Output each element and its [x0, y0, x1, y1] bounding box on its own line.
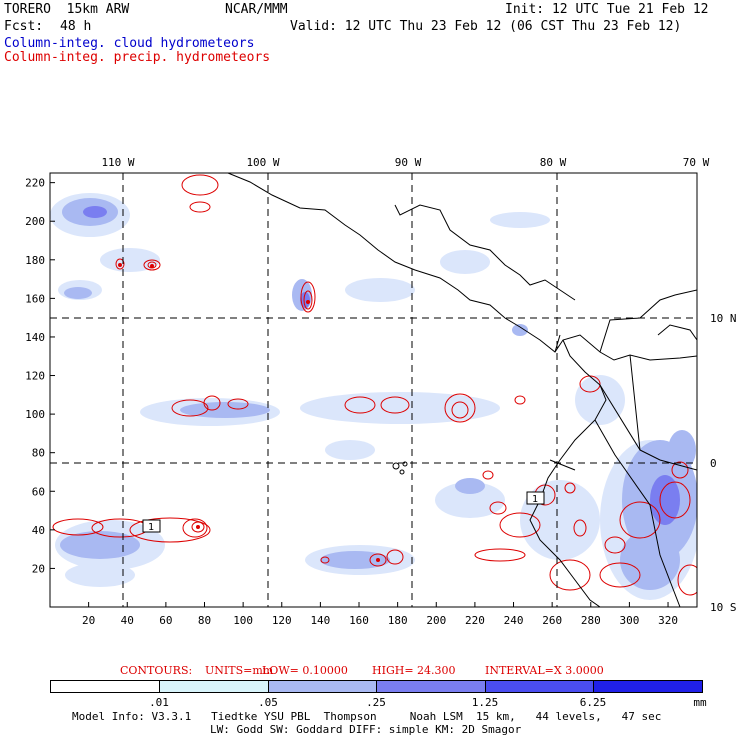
- colorbar-segment-2: [268, 680, 377, 693]
- x-tick-label: 320: [658, 614, 678, 627]
- contour-interval: INTERVAL=X 3.0000: [485, 664, 604, 677]
- y-tick-label: 40: [32, 524, 45, 537]
- precip-contours: [52, 174, 697, 596]
- y-tick-labels: 220 200 180 160 140 120 100 80 60 40 20: [25, 177, 45, 576]
- low-marker-label: 1: [148, 522, 154, 533]
- lon-label-90w: 90 W: [395, 156, 422, 169]
- contour-low: LOW= 0.10000: [262, 664, 348, 677]
- init-time: Init: 12 UTC Tue 21 Feb 12: [505, 2, 709, 17]
- colorbar-segment-5: [593, 680, 703, 693]
- colorbar-label-625: 6.25: [579, 696, 607, 709]
- x-tick-label: 260: [542, 614, 562, 627]
- colorbar-label-005: .05: [258, 696, 278, 709]
- lon-label-70w: 70 W: [683, 156, 710, 169]
- model-info-line2: LW: Godd SW: Goddard DIFF: simple KM: 2D…: [210, 723, 522, 736]
- colorbar-segment-0: [50, 680, 160, 693]
- y-tick-label: 100: [25, 408, 45, 421]
- map-field-layer: [50, 173, 697, 607]
- x-tick-label: 240: [504, 614, 524, 627]
- x-tick-label: 120: [272, 614, 292, 627]
- cloud-light-shading: [50, 193, 697, 600]
- map-frame: [49, 172, 698, 608]
- x-tick-label: 60: [159, 614, 172, 627]
- x-tick-label: 280: [581, 614, 601, 627]
- lon-label-100w: 100 W: [246, 156, 279, 169]
- y-tick-label: 120: [25, 370, 45, 383]
- y-tick-label: 220: [25, 177, 45, 190]
- valid-time: Valid: 12 UTC Thu 23 Feb 12 (06 CST Thu …: [290, 19, 682, 34]
- model-name: TORERO 15km ARW: [4, 2, 130, 17]
- x-tick-label: 140: [310, 614, 330, 627]
- lat-lon-grid: [50, 173, 697, 607]
- colorbar-segment-4: [485, 680, 594, 693]
- cloud-medium-shading: [60, 198, 697, 590]
- field-cloud-label: Column-integ. cloud hydrometeors: [4, 36, 255, 51]
- lat-label-10s: 10 S: [710, 601, 737, 614]
- colorbar-segment-1: [159, 680, 269, 693]
- forecast-label: Fcst:: [4, 19, 44, 34]
- y-tick-label: 180: [25, 254, 45, 267]
- model-info-line1: Model Info: V3.3.1 Tiedtke YSU PBL Thomp…: [72, 710, 662, 723]
- colorbar-label-125: 1.25: [471, 696, 499, 709]
- x-tick-labels: 20 40 60 80 100 120 140 160 180 200 220 240 260 280 30…: [82, 614, 678, 627]
- x-tick-label: 160: [349, 614, 369, 627]
- colorbar-label-001: .01: [149, 696, 169, 709]
- organization: NCAR/MMM: [225, 2, 288, 17]
- x-tick-label: 100: [233, 614, 253, 627]
- lon-label-110w: 110 W: [101, 156, 134, 169]
- x-tick-label: 300: [619, 614, 639, 627]
- low-marker-1: 1: [142, 519, 161, 533]
- y-tick-label: 20: [32, 562, 45, 575]
- coastlines: [227, 173, 697, 607]
- precip-cores: [118, 263, 380, 562]
- contour-info: CONTOURS: UNITS=mm LOW= 0.10000 HIGH= 24…: [120, 664, 604, 677]
- y-tick-label: 60: [32, 485, 45, 498]
- low-marker-2: 1: [526, 491, 545, 505]
- axis-ticks: [50, 182, 669, 607]
- forecast-hours: 48 h: [60, 19, 92, 34]
- y-tick-label: 200: [25, 215, 45, 228]
- contours-label: CONTOURS:: [120, 664, 192, 677]
- x-tick-label: 180: [388, 614, 408, 627]
- contour-high: HIGH= 24.300: [372, 664, 456, 677]
- colorbar-label-025: .25: [366, 696, 386, 709]
- x-tick-label: 80: [198, 614, 211, 627]
- y-tick-label: 160: [25, 292, 45, 305]
- colorbar-units: mm: [693, 696, 707, 709]
- lat-label-0: 0: [710, 457, 717, 470]
- axis-labels: 110 W 100 W 90 W 80 W 70 W 10 N 0 10 S: [101, 156, 736, 614]
- colorbar-segment-3: [376, 680, 486, 693]
- cloud-dark-shading: [83, 206, 680, 525]
- x-tick-label: 220: [465, 614, 485, 627]
- x-tick-label: 20: [82, 614, 95, 627]
- y-tick-label: 140: [25, 331, 45, 344]
- x-tick-label: 40: [121, 614, 134, 627]
- field-precip-label: Column-integ. precip. hydrometeors: [4, 50, 271, 65]
- lon-label-80w: 80 W: [540, 156, 567, 169]
- y-tick-label: 80: [32, 447, 45, 460]
- contour-units: UNITS=mm: [205, 664, 274, 677]
- low-marker-label: 1: [532, 494, 538, 505]
- lat-label-10n: 10 N: [710, 312, 737, 325]
- x-tick-label: 200: [426, 614, 446, 627]
